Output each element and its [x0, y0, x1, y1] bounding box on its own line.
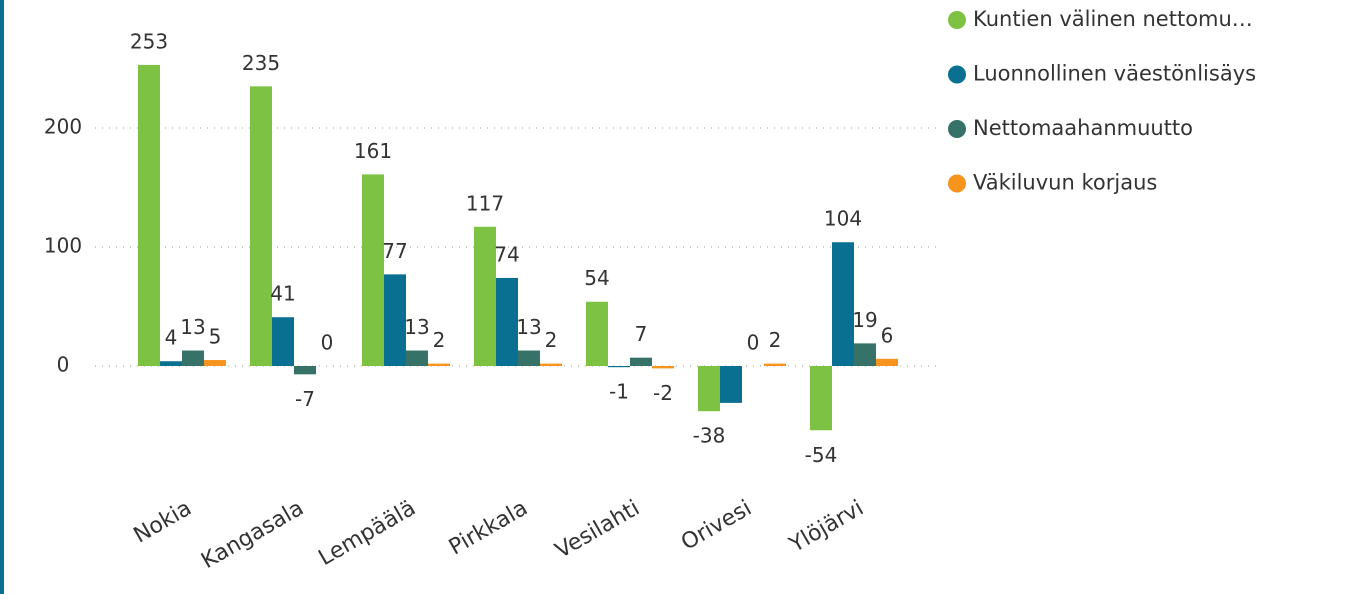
data-label: 13 — [404, 315, 429, 339]
bar — [630, 357, 652, 366]
bar — [138, 64, 160, 367]
data-label: 77 — [382, 239, 407, 263]
bar — [586, 301, 608, 366]
bar — [540, 363, 562, 366]
data-label: -38 — [693, 424, 726, 448]
data-label: -1 — [609, 380, 629, 404]
bar — [876, 358, 898, 366]
bar — [160, 361, 182, 366]
data-label: 253 — [130, 29, 168, 53]
bar — [272, 317, 294, 366]
x-tick-label: Orivesi — [677, 496, 756, 556]
left-border — [0, 0, 4, 594]
data-label: 2 — [545, 328, 558, 352]
x-tick-label: Nokia — [130, 496, 196, 549]
legend-marker — [948, 11, 966, 29]
y-tick-label: 0 — [57, 353, 70, 377]
bar — [204, 360, 226, 366]
data-label: 41 — [270, 282, 295, 306]
bar — [182, 350, 204, 366]
data-label: 235 — [242, 51, 280, 75]
data-label: 2 — [769, 328, 782, 352]
legend-label: Nettomaahanmuutto — [973, 116, 1193, 140]
data-label: 74 — [494, 242, 519, 266]
data-label: 0 — [321, 331, 334, 355]
data-label: 2 — [433, 328, 446, 352]
bar — [428, 363, 450, 366]
data-label: -7 — [295, 387, 315, 411]
bar — [652, 366, 674, 369]
x-tick-label: Pirkkala — [445, 496, 532, 561]
data-label: -2 — [653, 381, 673, 405]
x-tick-label: Kangasala — [197, 496, 308, 574]
bar — [496, 277, 518, 366]
bar — [720, 366, 742, 403]
legend-marker — [948, 174, 966, 193]
x-tick-label: Ylöjärvi — [785, 496, 868, 559]
bar — [854, 343, 876, 366]
y-tick-label: 100 — [44, 234, 82, 258]
data-label: 104 — [824, 207, 862, 231]
bar — [810, 366, 832, 431]
legend-marker — [948, 120, 966, 138]
bar — [832, 242, 854, 366]
data-label: 7 — [635, 322, 648, 346]
data-label: 13 — [180, 315, 205, 339]
bar — [698, 366, 720, 412]
bar — [250, 86, 272, 366]
bar — [294, 366, 316, 375]
y-tick-label: 200 — [44, 115, 82, 139]
data-label: 117 — [466, 191, 504, 215]
data-label: 5 — [209, 325, 222, 349]
legend-label: Väkiluvun korjaus — [973, 171, 1157, 195]
data-label: 19 — [852, 308, 877, 332]
data-label: 54 — [584, 266, 609, 290]
bar — [764, 363, 786, 366]
x-tick-label: Vesilahti — [551, 496, 644, 564]
bar — [474, 226, 496, 366]
legend-label: Kuntien välinen nettomu… — [973, 7, 1253, 31]
legend-marker — [948, 65, 966, 84]
data-label: -54 — [805, 443, 838, 467]
data-label: 4 — [165, 326, 178, 350]
data-label: 161 — [354, 139, 392, 163]
x-tick-label: Lempäälä — [315, 496, 420, 571]
bar — [406, 350, 428, 366]
bar — [362, 174, 384, 366]
legend-label: Luonnollinen väestönlisäys — [973, 62, 1256, 86]
bar — [518, 350, 540, 366]
data-label: 0 — [747, 331, 760, 355]
data-label: 13 — [516, 315, 541, 339]
bar — [384, 274, 406, 366]
bar — [608, 366, 630, 368]
data-label: 6 — [881, 323, 894, 347]
